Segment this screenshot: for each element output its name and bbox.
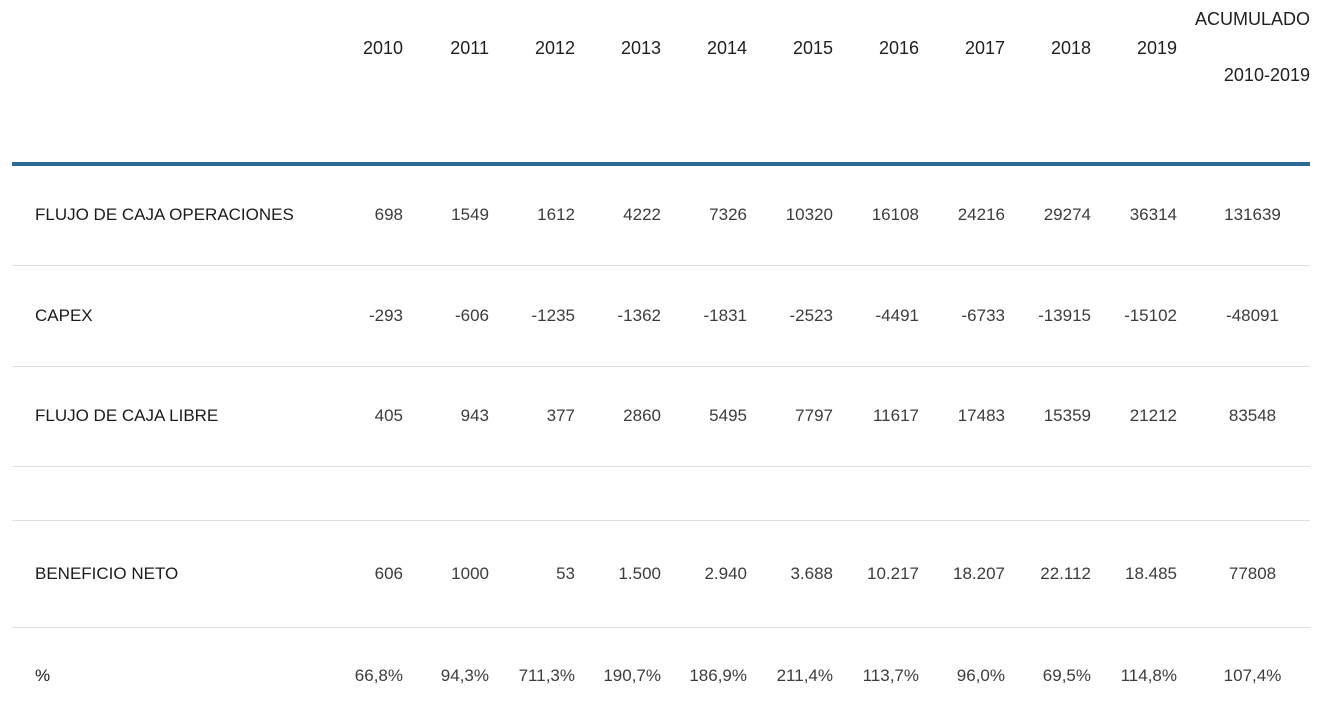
value-cell: -6733 <box>919 265 1005 367</box>
row-label: BENEFICIO NETO <box>12 520 317 628</box>
header-row: 2010 2011 2012 2013 2014 2015 2016 2017 2018 2019… <box>12 0 1310 166</box>
table-row: FLUJO DE CAJA LIBRE 405 943 377 2860 5495 7797… <box>12 366 1310 467</box>
value-cell: 190,7% <box>575 627 661 705</box>
value-cell: -2523 <box>747 265 833 367</box>
row-label: CAPEX <box>12 265 317 367</box>
value-cell <box>1091 466 1177 521</box>
value-cell: 943 <box>403 366 489 467</box>
value-cell <box>1005 466 1091 521</box>
row-label: FLUJO DE CAJA OPERACIONES <box>12 164 317 266</box>
value-cell: 10.217 <box>833 520 919 628</box>
value-cell <box>833 466 919 521</box>
column-header-year: 2010 <box>317 0 403 166</box>
value-cell: 11617 <box>833 366 919 467</box>
value-cell: -13915 <box>1005 265 1091 367</box>
column-header-year: 2014 <box>661 0 747 166</box>
column-header-year: 2015 <box>747 0 833 166</box>
header-empty-cell <box>12 0 317 166</box>
value-cell: -4491 <box>833 265 919 367</box>
value-cell: 7797 <box>747 366 833 467</box>
value-cell <box>489 466 575 521</box>
total-cell: -48091 <box>1177 265 1310 367</box>
value-cell: 10320 <box>747 164 833 266</box>
value-cell <box>317 466 403 521</box>
value-cell <box>747 466 833 521</box>
value-cell: 3.688 <box>747 520 833 628</box>
value-cell: 53 <box>489 520 575 628</box>
acumulado-label: ACUMULADO <box>1194 9 1310 29</box>
value-cell: 18.485 <box>1091 520 1177 628</box>
value-cell <box>919 466 1005 521</box>
value-cell: -1235 <box>489 265 575 367</box>
value-cell: 66,8% <box>317 627 403 705</box>
value-cell: 1612 <box>489 164 575 266</box>
acumulado-range-label: 2010-2019 <box>1223 65 1310 85</box>
value-cell <box>575 466 661 521</box>
row-label: FLUJO DE CAJA LIBRE <box>12 366 317 467</box>
column-header-year: 2016 <box>833 0 919 166</box>
table-row: CAPEX -293 -606 -1235 -1362 -1831 -2523 -4491 -6… <box>12 265 1310 367</box>
value-cell: 1.500 <box>575 520 661 628</box>
value-cell: -1831 <box>661 265 747 367</box>
value-cell: 17483 <box>919 366 1005 467</box>
value-cell: 24216 <box>919 164 1005 266</box>
value-cell: 2860 <box>575 366 661 467</box>
value-cell: 113,7% <box>833 627 919 705</box>
value-cell <box>661 466 747 521</box>
spacer-row <box>12 466 1310 521</box>
value-cell: 711,3% <box>489 627 575 705</box>
total-cell <box>1177 466 1310 521</box>
value-cell: 114,8% <box>1091 627 1177 705</box>
total-cell: 107,4% <box>1177 627 1310 705</box>
cash-flow-table: 2010 2011 2012 2013 2014 2015 2016 2017 2018 2019… <box>12 0 1310 705</box>
value-cell: 2.940 <box>661 520 747 628</box>
total-cell: 83548 <box>1177 366 1310 467</box>
column-header-year: 2012 <box>489 0 575 166</box>
value-cell: 1000 <box>403 520 489 628</box>
column-header-acumulado: ACUMULADO 2010-2019 <box>1177 0 1310 166</box>
value-cell: -606 <box>403 265 489 367</box>
value-cell: 698 <box>317 164 403 266</box>
value-cell: -293 <box>317 265 403 367</box>
total-cell: 77808 <box>1177 520 1310 628</box>
value-cell: 96,0% <box>919 627 1005 705</box>
value-cell: 405 <box>317 366 403 467</box>
row-label <box>12 466 317 521</box>
value-cell: 69,5% <box>1005 627 1091 705</box>
value-cell: 94,3% <box>403 627 489 705</box>
value-cell: 7326 <box>661 164 747 266</box>
value-cell: 377 <box>489 366 575 467</box>
column-header-year: 2017 <box>919 0 1005 166</box>
value-cell: 606 <box>317 520 403 628</box>
table-row: FLUJO DE CAJA OPERACIONES 698 1549 1612 4222… <box>12 164 1310 266</box>
value-cell: 5495 <box>661 366 747 467</box>
table-header: 2010 2011 2012 2013 2014 2015 2016 2017 2018 2019… <box>12 0 1310 166</box>
table-row: BENEFICIO NETO 606 1000 53 1.500 2.940 3.688 10… <box>12 520 1310 628</box>
total-cell: 131639 <box>1177 164 1310 266</box>
table-body: FLUJO DE CAJA OPERACIONES 698 1549 1612 4222… <box>12 164 1310 705</box>
table-row: % 66,8% 94,3% 711,3% 190,7% 186,9% 211,4% 113,7… <box>12 627 1310 705</box>
value-cell: 18.207 <box>919 520 1005 628</box>
value-cell: 22.112 <box>1005 520 1091 628</box>
value-cell: 186,9% <box>661 627 747 705</box>
value-cell: -1362 <box>575 265 661 367</box>
value-cell: 211,4% <box>747 627 833 705</box>
value-cell: 29274 <box>1005 164 1091 266</box>
value-cell: 21212 <box>1091 366 1177 467</box>
column-header-year: 2018 <box>1005 0 1091 166</box>
value-cell: 4222 <box>575 164 661 266</box>
value-cell: 15359 <box>1005 366 1091 467</box>
column-header-year: 2011 <box>403 0 489 166</box>
value-cell: 36314 <box>1091 164 1177 266</box>
value-cell: 16108 <box>833 164 919 266</box>
value-cell: -15102 <box>1091 265 1177 367</box>
column-header-year: 2013 <box>575 0 661 166</box>
row-label: % <box>12 627 317 705</box>
value-cell: 1549 <box>403 164 489 266</box>
value-cell <box>403 466 489 521</box>
column-header-year: 2019 <box>1091 0 1177 166</box>
